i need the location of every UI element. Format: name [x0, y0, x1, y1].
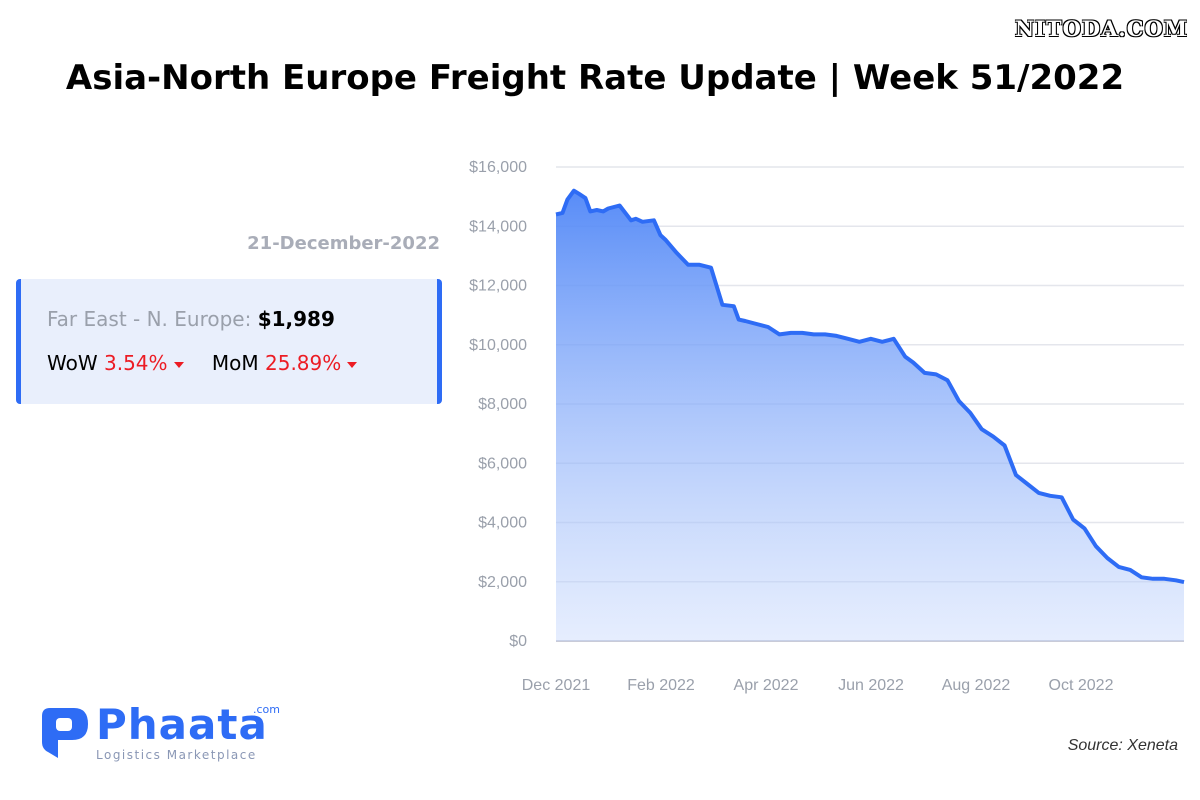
y-tick-label: $16,000 — [469, 159, 527, 176]
logo-tagline: Logistics Marketplace — [96, 748, 257, 762]
phaata-p-logo-icon — [42, 708, 88, 758]
x-tick-label: Apr 2022 — [734, 677, 799, 694]
caret-down-icon — [173, 361, 184, 368]
route-rate-line: Far East - N. Europe: $1,989 — [47, 307, 335, 331]
caret-down-icon — [347, 361, 358, 368]
wow-label: WoW — [47, 351, 98, 375]
x-tick-label: Feb 2022 — [627, 677, 695, 694]
change-line: WoW 3.54% MoM 25.89% — [47, 351, 379, 375]
mom-value: 25.89% — [265, 351, 342, 375]
y-tick-label: $14,000 — [469, 218, 527, 235]
logo-domain: .com — [253, 703, 280, 716]
x-tick-label: Aug 2022 — [942, 677, 1011, 694]
rate-area — [556, 190, 1184, 641]
logo-name: Phaata — [96, 700, 268, 749]
wow-value: 3.54% — [103, 351, 168, 375]
y-tick-label: $4,000 — [478, 515, 527, 532]
y-axis: $0 $2,000 $4,000 $6,000 $8,000 $10,000 $12,000… — [469, 159, 527, 650]
x-tick-label: Dec 2021 — [522, 677, 591, 694]
mom-label: MoM — [211, 351, 259, 375]
y-tick-label: $2,000 — [478, 574, 527, 591]
x-tick-label: Oct 2022 — [1049, 677, 1114, 694]
phaata-logo: Phaata .com Logistics Marketplace — [34, 700, 294, 766]
y-tick-label: $6,000 — [478, 455, 527, 472]
rate-summary-card: Far East - N. Europe: $1,989 WoW 3.54% M… — [16, 279, 442, 404]
y-tick-label: $8,000 — [478, 396, 527, 413]
page-title: Asia-North Europe Freight Rate Update | … — [65, 58, 1125, 98]
source-note: Source: Xeneta — [1067, 737, 1178, 754]
watermark: NITODA.COM — [1014, 16, 1188, 41]
y-tick-label: $0 — [509, 633, 527, 650]
x-tick-label: Jun 2022 — [838, 677, 904, 694]
y-tick-label: $12,000 — [469, 278, 527, 295]
route-label: Far East - N. Europe: — [47, 307, 252, 331]
report-date: 21-December-2022 — [247, 233, 440, 254]
route-value: $1,989 — [257, 307, 335, 331]
x-axis: Dec 2021 Feb 2022 Apr 2022 Jun 2022 Aug 2022… — [522, 677, 1114, 694]
rate-line — [555, 188, 1185, 585]
y-tick-label: $10,000 — [469, 337, 527, 354]
